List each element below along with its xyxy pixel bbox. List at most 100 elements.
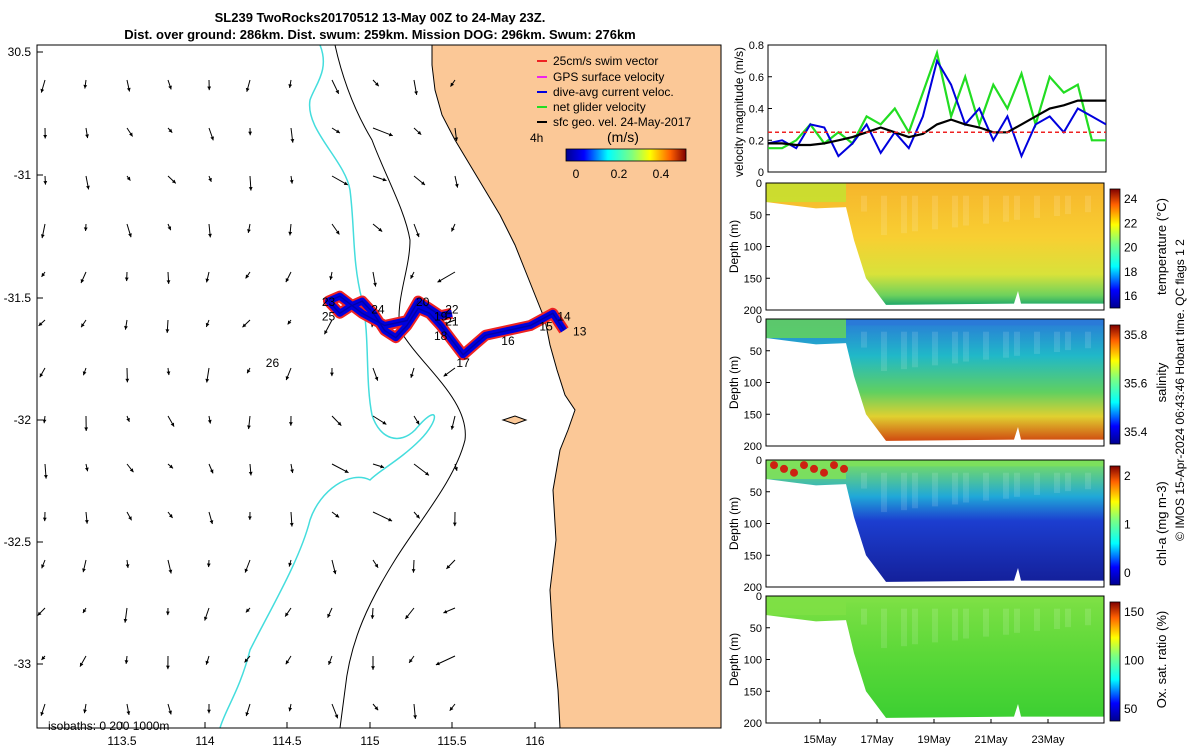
rottnest-island bbox=[501, 415, 528, 425]
vector-head bbox=[205, 278, 210, 283]
section-streak bbox=[1054, 472, 1060, 494]
vector-head bbox=[168, 569, 173, 574]
map-xtick-label: 114.5 bbox=[272, 734, 301, 748]
vector-head bbox=[285, 376, 290, 381]
vector-head bbox=[417, 130, 422, 135]
section-streak bbox=[1065, 472, 1071, 492]
vector-head bbox=[337, 421, 342, 426]
vector-head bbox=[380, 464, 385, 469]
vector-head bbox=[332, 570, 337, 575]
section-inshore bbox=[766, 596, 846, 616]
vector-head bbox=[285, 660, 290, 665]
vector-head bbox=[82, 568, 86, 573]
title-line-2: Dist. over ground: 286km. Dist. swum: 25… bbox=[124, 27, 636, 42]
vector-head bbox=[435, 661, 440, 666]
vector-head bbox=[248, 131, 253, 136]
map-ytick-label: -33 bbox=[14, 657, 32, 671]
map-corner-label: 4h bbox=[530, 131, 543, 145]
depth-tick-label: 0 bbox=[756, 314, 762, 326]
vector-head bbox=[382, 420, 387, 425]
velocity-series-line bbox=[768, 99, 1106, 147]
depth-tick-label: 150 bbox=[744, 550, 762, 562]
section-streak bbox=[1085, 472, 1091, 490]
vector-head bbox=[206, 563, 211, 568]
velocity-ytick-label: 0.6 bbox=[749, 72, 764, 84]
depth-tick-label: 50 bbox=[750, 623, 762, 635]
vector-head bbox=[41, 272, 46, 277]
vector-head bbox=[42, 517, 47, 522]
vector-head bbox=[128, 516, 132, 521]
vector-head bbox=[203, 616, 208, 621]
time-tick-label: 15May bbox=[803, 734, 837, 746]
vector-head bbox=[168, 85, 172, 90]
depth-tick-label: 200 bbox=[744, 582, 762, 594]
vector-head bbox=[124, 277, 129, 282]
vector-head bbox=[40, 234, 45, 239]
day-label: 13 bbox=[573, 324, 587, 338]
depth-tick-label: 150 bbox=[744, 273, 762, 285]
vector-head bbox=[128, 233, 132, 238]
chla-hotspot bbox=[790, 468, 798, 477]
credit-text: © IMOS 15-Apr-2024 06:43:46 Hobart time.… bbox=[1173, 239, 1187, 541]
legend-geo-label: sfc geo. vel. 24-May-2017 bbox=[553, 115, 691, 129]
vector-head bbox=[450, 82, 455, 87]
section-colorbar bbox=[1109, 601, 1121, 722]
vector-head bbox=[165, 611, 170, 616]
vector-head bbox=[247, 369, 251, 374]
day-label: 14 bbox=[557, 310, 571, 324]
vector-head bbox=[129, 468, 134, 473]
vector-head bbox=[37, 611, 42, 616]
section-streak bbox=[901, 195, 907, 234]
day-label: 17 bbox=[456, 356, 470, 370]
vector-head bbox=[287, 320, 292, 325]
depth-tick-label: 200 bbox=[744, 718, 762, 730]
vector-head bbox=[324, 330, 328, 335]
vector-head bbox=[373, 282, 377, 287]
vector-head bbox=[443, 609, 448, 614]
vector-head bbox=[330, 372, 334, 377]
colorbar-label: chl-a (mg m-3) bbox=[1154, 481, 1169, 566]
section-streak bbox=[983, 331, 989, 360]
day-label: 23 bbox=[322, 295, 336, 309]
vector-head bbox=[290, 138, 295, 143]
vector-head bbox=[288, 562, 292, 567]
day-label: 16 bbox=[501, 334, 515, 348]
depth-tick-label: 100 bbox=[744, 519, 762, 531]
colorbar-tick-label: 2 bbox=[1124, 469, 1131, 483]
section-streak bbox=[1014, 608, 1020, 633]
colorbar-tick-label: 16 bbox=[1124, 289, 1138, 303]
vector-head bbox=[415, 233, 420, 238]
vector-head bbox=[168, 514, 173, 518]
vector-head bbox=[437, 278, 442, 283]
section-streak bbox=[912, 608, 918, 645]
chla-hotspot bbox=[780, 464, 788, 473]
vector-head bbox=[450, 425, 455, 430]
colorbar-tick-label: 20 bbox=[1124, 241, 1138, 255]
day-label: 22 bbox=[445, 302, 459, 316]
vector-head bbox=[242, 323, 247, 328]
section-streak bbox=[1065, 608, 1071, 628]
vector-head bbox=[40, 88, 45, 93]
section-streak bbox=[1085, 195, 1091, 213]
time-tick-label: 23May bbox=[1031, 734, 1065, 746]
vector-head bbox=[80, 279, 85, 284]
section-colorbar bbox=[1109, 465, 1121, 586]
vector-head bbox=[248, 471, 253, 476]
vector-head bbox=[288, 231, 293, 236]
vector-head bbox=[126, 176, 131, 181]
section-streak bbox=[1054, 331, 1060, 353]
section-streak bbox=[932, 195, 938, 230]
section-streak bbox=[881, 608, 887, 649]
vector-head bbox=[124, 660, 129, 664]
map-land bbox=[431, 45, 721, 728]
vector-head bbox=[328, 660, 332, 665]
vector-head bbox=[413, 715, 417, 719]
vector-head bbox=[38, 322, 43, 326]
vector-head bbox=[166, 371, 171, 376]
isobath-1000 bbox=[334, 45, 466, 728]
depth-tick-label: 100 bbox=[744, 378, 762, 390]
vector-head bbox=[85, 134, 89, 139]
section-streak bbox=[901, 331, 907, 370]
vector-head bbox=[209, 520, 214, 525]
vector-head bbox=[454, 467, 458, 471]
